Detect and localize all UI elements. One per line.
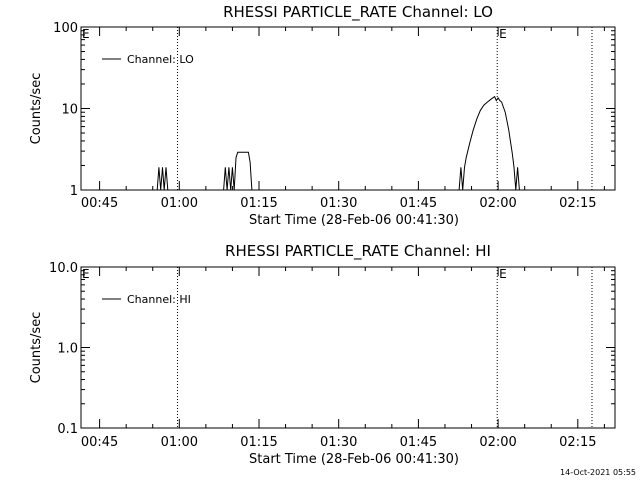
y-tick-label: 1 (70, 184, 78, 199)
x-tick-label: 01:00 (161, 435, 198, 450)
flag-label: E (82, 267, 90, 281)
plot-frame (80, 266, 616, 429)
x-tick-label: 00:45 (81, 196, 118, 211)
legend-label: Channel: HI (127, 293, 191, 306)
y-tick-label: 1.0 (57, 342, 78, 357)
plot-frame (80, 26, 616, 191)
generated-timestamp: 14-Oct-2021 05:55 (560, 468, 636, 477)
flag-label: E (82, 27, 90, 41)
x-tick-label: 01:45 (400, 196, 437, 211)
x-tick-label: 01:30 (320, 435, 357, 450)
y-tick-label: 10.0 (49, 261, 78, 276)
x-axis-label: Start Time (28-Feb-06 00:41:30) (249, 452, 459, 467)
x-tick-label: 02:00 (479, 435, 516, 450)
chart-title: RHESSI PARTICLE_RATE Channel: LO (223, 3, 493, 22)
y-axis-label: Counts/sec (29, 73, 44, 145)
x-tick-label: 02:00 (479, 196, 516, 211)
x-tick-label: 01:30 (320, 196, 357, 211)
x-tick-label: 02:15 (559, 435, 596, 450)
x-tick-label: 01:45 (400, 435, 437, 450)
x-axis-label: Start Time (28-Feb-06 00:41:30) (249, 213, 459, 228)
chart-title: RHESSI PARTICLE_RATE Channel: HI (225, 242, 491, 261)
flag-label: E (499, 267, 507, 281)
flag-label: E (499, 27, 507, 41)
y-tick-label: 10 (61, 103, 78, 118)
x-tick-label: 00:45 (81, 435, 118, 450)
x-tick-label: 02:15 (559, 196, 596, 211)
y-tick-label: 100 (53, 21, 78, 36)
x-tick-label: 01:00 (161, 196, 198, 211)
series-line (156, 95, 520, 191)
y-tick-label: 0.1 (57, 422, 78, 437)
x-tick-label: 01:15 (240, 435, 277, 450)
x-tick-label: 01:15 (240, 196, 277, 211)
y-axis-label: Counts/sec (29, 312, 44, 384)
legend-label: Channel: LO (127, 53, 194, 66)
